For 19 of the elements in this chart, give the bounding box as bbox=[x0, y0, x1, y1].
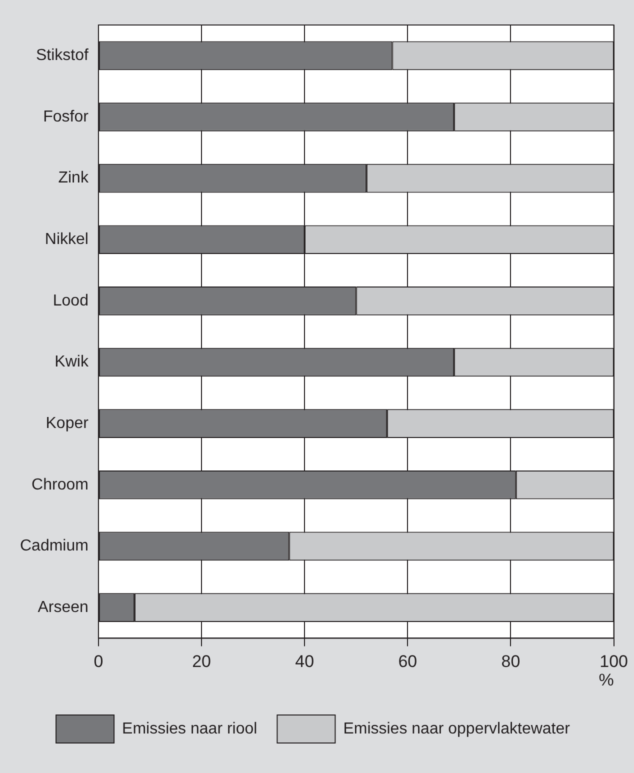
y-tick-label: Lood bbox=[52, 292, 88, 310]
legend-label: Emissies naar riool bbox=[122, 720, 258, 738]
y-tick-label: Stikstof bbox=[36, 47, 90, 64]
x-tick-label: 20 bbox=[192, 652, 211, 672]
y-tick-label: Nikkel bbox=[44, 231, 88, 248]
y-tick-label: Chroom bbox=[32, 476, 88, 494]
y-tick-label: Fosfor bbox=[43, 108, 90, 126]
legend-label: Emissies naar oppervlaktewater bbox=[343, 720, 571, 738]
y-tick-label: Koper bbox=[46, 414, 90, 432]
x-tick-label: 100 bbox=[600, 652, 628, 672]
x-tick-label: 40 bbox=[295, 652, 314, 672]
y-tick-label: Arseen bbox=[38, 598, 88, 616]
x-axis-title: % bbox=[598, 670, 614, 690]
x-tick-label: 0 bbox=[94, 652, 104, 672]
x-tick-label: 60 bbox=[398, 652, 418, 672]
y-tick-label: Cadmium bbox=[20, 538, 88, 555]
x-tick-label: 80 bbox=[501, 652, 520, 672]
y-tick-label: Zink bbox=[58, 170, 90, 187]
y-tick-label: Kwik bbox=[54, 354, 90, 371]
